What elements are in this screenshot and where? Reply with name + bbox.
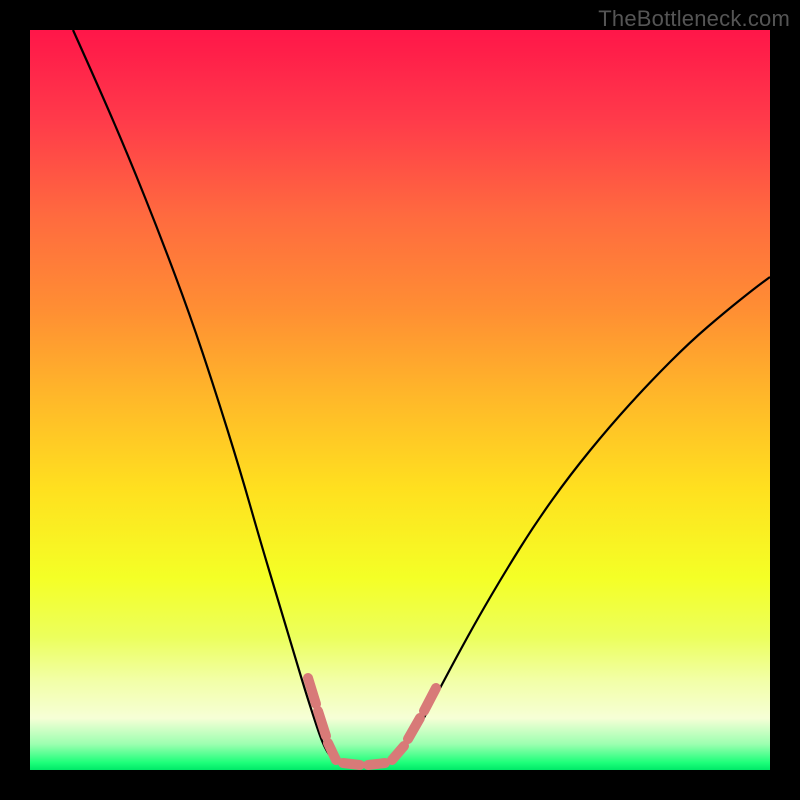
- dash-segment: [343, 763, 360, 765]
- plot-background: [30, 30, 770, 770]
- bottleneck-chart: [0, 0, 800, 800]
- dash-segment: [368, 763, 385, 765]
- watermark-text: TheBottleneck.com: [598, 6, 790, 32]
